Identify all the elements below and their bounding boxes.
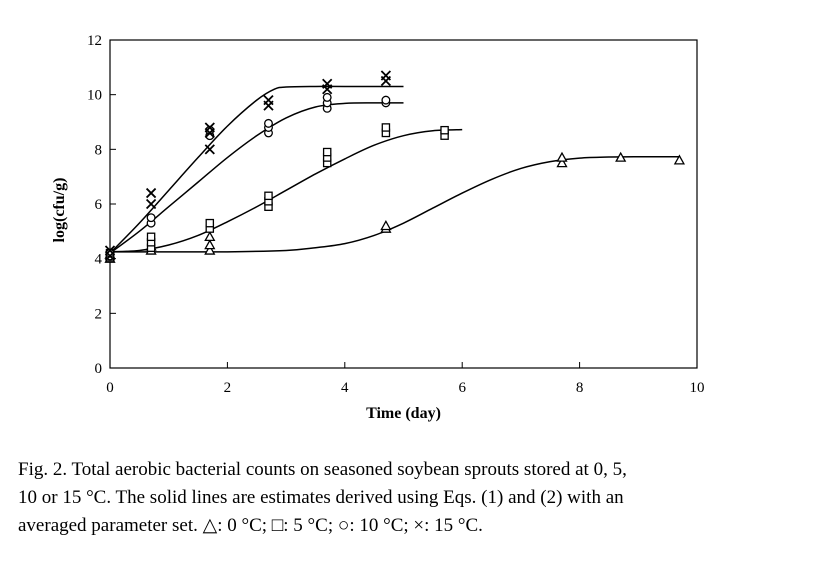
x-tick-label: 6 (458, 380, 466, 396)
caption-line-1: Fig. 2. Total aerobic bacterial counts o… (18, 459, 627, 480)
x-marker (204, 122, 215, 133)
plot-frame (109, 39, 698, 369)
y-tick-label: 2 (95, 306, 103, 322)
y-tick-label: 0 (95, 361, 103, 377)
square-marker (322, 147, 332, 157)
x-marker (322, 78, 333, 89)
triangle-fit-line (110, 155, 680, 253)
data-markers (104, 70, 685, 263)
x-marker (145, 187, 157, 199)
x-marker (263, 94, 274, 106)
circle-marker (322, 92, 332, 102)
square-marker (205, 218, 215, 228)
caption-line-2: 10 or 15 °C. The solid lines are estimat… (18, 487, 624, 508)
y-tick-label: 8 (95, 142, 103, 158)
y-tick-label: 12 (87, 33, 102, 49)
y-tick-label: 6 (95, 197, 103, 213)
square-marker (264, 191, 273, 201)
x-fit-line (109, 85, 404, 254)
circle-fit-line (109, 102, 404, 254)
x-tick-label: 8 (576, 380, 584, 396)
triangle-marker (204, 230, 216, 242)
triangle-marker (380, 220, 392, 231)
x-tick-label: 10 (690, 380, 705, 396)
circle-marker (381, 95, 391, 105)
triangle-marker (204, 239, 216, 250)
x-tick-label: 2 (224, 380, 232, 396)
square-marker (146, 232, 156, 242)
triangle-marker (615, 151, 627, 162)
x-tick-label: 0 (106, 380, 114, 396)
x-marker (104, 245, 116, 256)
x-marker (380, 70, 392, 81)
plot-axes: 0 2 4 6 8 10 0 2 4 6 8 10 12 (87, 33, 705, 396)
y-tick-label: 10 (87, 88, 102, 104)
x-axis-title: Time (day) (366, 405, 441, 422)
square-marker (440, 125, 449, 135)
square-marker (381, 123, 391, 132)
figure-caption: Fig. 2. Total aerobic bacterial counts o… (18, 456, 798, 540)
fit-lines (109, 85, 680, 254)
square-fit-line (109, 128, 463, 253)
circle-marker (146, 213, 156, 223)
triangle-marker (556, 151, 568, 162)
triangle-marker (556, 157, 568, 168)
caption-line-3: averaged parameter set. △: 0 °C; □: 5 °C… (18, 515, 483, 536)
triangle-marker (204, 244, 216, 255)
triangle-marker (673, 154, 685, 165)
x-marker (145, 198, 157, 210)
circle-marker (264, 118, 273, 128)
y-axis-title: log(cfu/g) (51, 178, 68, 243)
x-marker (204, 144, 215, 155)
chart: 0 2 4 6 8 10 0 2 4 6 8 10 12 Time (day) log(cfu/g) (51, 33, 705, 422)
x-tick-label: 4 (341, 380, 349, 396)
y-tick-label: 4 (95, 252, 103, 268)
